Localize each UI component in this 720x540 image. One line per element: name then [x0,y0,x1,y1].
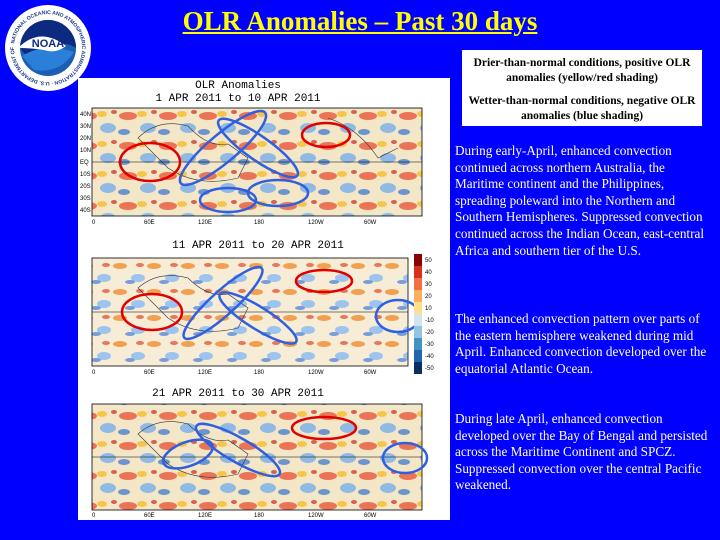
colorbar-label: 50 [425,258,432,264]
svg-text:60W: 60W [364,513,377,519]
svg-text:30N: 30N [80,124,91,130]
colorbar-label: 30 [425,282,432,288]
svg-text:180: 180 [254,220,265,226]
svg-text:0: 0 [92,220,96,226]
svg-text:0: 0 [92,513,96,519]
svg-text:120W: 120W [308,370,324,376]
svg-text:10N: 10N [80,148,91,154]
svg-text:EQ: EQ [80,160,89,166]
svg-text:60E: 60E [144,513,155,519]
svg-text:120W: 120W [308,220,324,226]
map-3: 21 APR 2011 to 30 APR 2011 [91,388,429,511]
figure-heading: OLR Anomalies [195,80,281,92]
colorbar-label: -20 [425,330,434,336]
map-1: 1 APR 2011 to 10 APR 2011 [91,93,423,217]
legend-positive: Drier-than-normal conditions, positive O… [473,57,691,84]
colorbar-label: 20 [425,294,432,300]
map-3-period: 21 APR 2011 to 30 APR 2011 [152,388,324,400]
svg-text:40N: 40N [80,112,91,118]
lon-labels: 0 60E 120E 180 120W 60W 0 60E 120E 180 1… [92,220,377,519]
lat-labels: 40N 30N 20N 10N EQ 10S 20S 30S 40S [80,112,91,214]
svg-text:120E: 120E [198,370,212,376]
svg-text:10S: 10S [80,172,91,178]
svg-text:20S: 20S [80,184,91,190]
svg-text:120E: 120E [198,220,212,226]
colorbar-label: 40 [425,270,432,276]
svg-text:120W: 120W [308,513,324,519]
svg-text:60E: 60E [144,220,155,226]
logo-center-text: NOAA [32,38,64,50]
map-1-period: 1 APR 2011 to 10 APR 2011 [155,93,320,105]
colorbar-label: -50 [425,366,434,372]
colorbar-label: -10 [425,318,434,324]
svg-text:60E: 60E [144,370,155,376]
svg-text:0: 0 [92,370,96,376]
colorbar-label: -30 [425,342,434,348]
page-title: OLR Anomalies – Past 30 days [182,6,538,36]
olr-maps: OLR Anomalies 1 APR 2011 to 10 APR 2011 … [80,80,434,519]
colorbar-label: 10 [425,306,432,312]
svg-text:60W: 60W [364,220,377,226]
svg-text:120E: 120E [198,513,212,519]
legend-negative: Wetter-than-normal conditions, negative … [468,95,696,122]
svg-text:180: 180 [254,370,265,376]
map-2-period: 11 APR 2011 to 20 APR 2011 [172,240,344,252]
colorbar-label: -40 [425,354,434,360]
paragraph-mid-april: The enhanced convection pattern over par… [455,311,707,376]
svg-text:60W: 60W [364,370,377,376]
svg-text:180: 180 [254,513,265,519]
noaa-logo: NOAA NATIONAL OCEANIC AND ATMOSPHERIC AD… [4,4,91,91]
svg-text:30S: 30S [80,196,91,202]
svg-text:20N: 20N [80,136,91,142]
olr-figure-panel: OLR Anomalies 1 APR 2011 to 10 APR 2011 … [78,78,450,520]
map-2: 11 APR 2011 to 20 APR 2011 [91,240,422,367]
colorbar: 50 40 30 20 10 -10 -20 -30 -40 -50 [414,254,434,374]
svg-text:40S: 40S [80,208,91,214]
legend-box: Drier-than-normal conditions, positive O… [462,50,702,126]
paragraph-early-april: During early-April, enhanced convection … [455,143,704,258]
paragraph-late-april: During late April, enhanced convection d… [455,411,708,493]
